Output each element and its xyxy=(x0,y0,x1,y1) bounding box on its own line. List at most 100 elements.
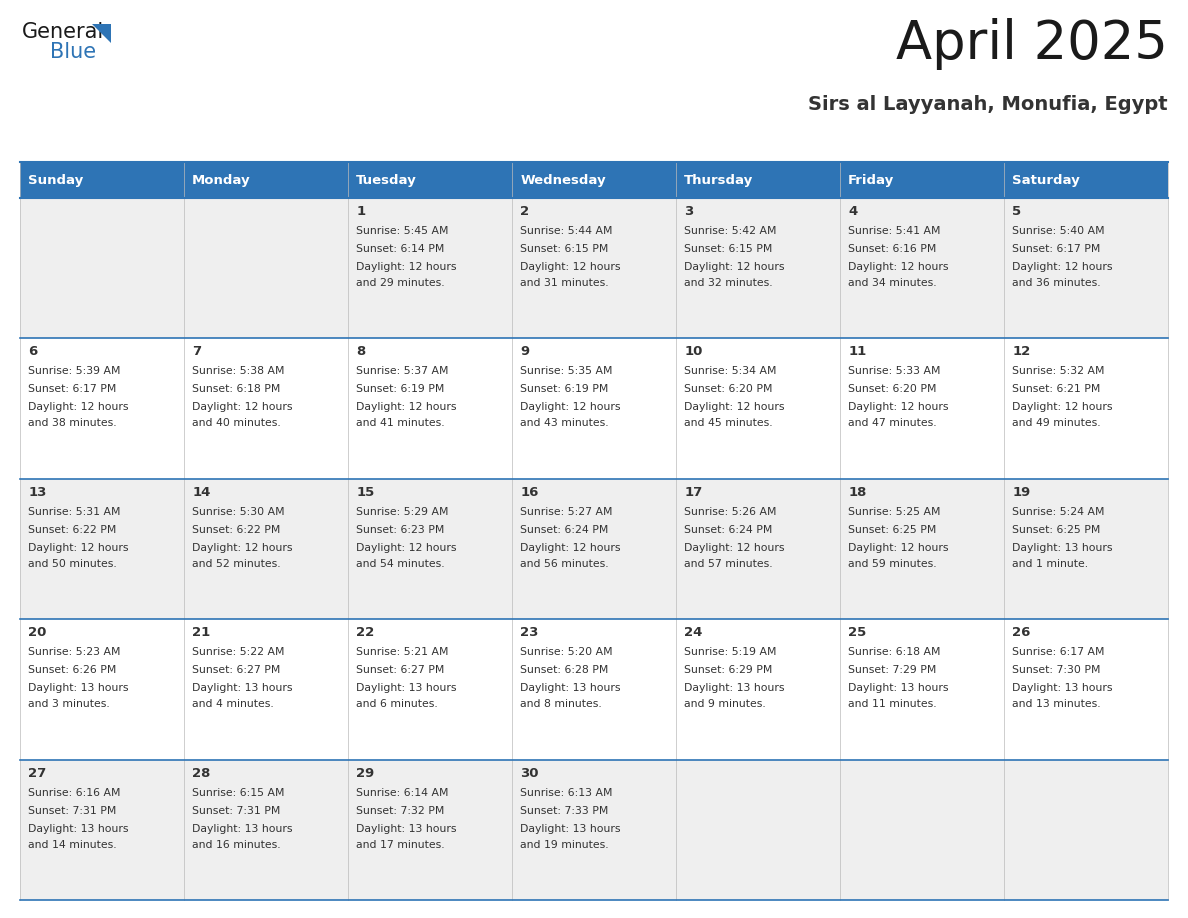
Bar xyxy=(676,479,840,620)
Bar xyxy=(184,198,348,339)
Bar xyxy=(184,759,348,900)
Text: Sunrise: 5:30 AM: Sunrise: 5:30 AM xyxy=(192,507,285,517)
Text: and 32 minutes.: and 32 minutes. xyxy=(684,278,773,288)
Bar xyxy=(1004,759,1168,900)
Text: 22: 22 xyxy=(356,626,374,639)
Bar xyxy=(840,198,1004,339)
Polygon shape xyxy=(91,24,110,43)
Text: 14: 14 xyxy=(192,486,210,498)
Text: Daylight: 12 hours: Daylight: 12 hours xyxy=(520,402,620,412)
Text: Daylight: 12 hours: Daylight: 12 hours xyxy=(356,402,456,412)
Text: 15: 15 xyxy=(356,486,374,498)
Text: Daylight: 13 hours: Daylight: 13 hours xyxy=(192,683,292,693)
Text: Sunrise: 5:19 AM: Sunrise: 5:19 AM xyxy=(684,647,777,657)
Text: Sunset: 6:24 PM: Sunset: 6:24 PM xyxy=(520,525,608,535)
Text: Sunrise: 6:14 AM: Sunrise: 6:14 AM xyxy=(356,788,449,798)
Text: and 17 minutes.: and 17 minutes. xyxy=(356,840,444,849)
Bar xyxy=(348,162,512,198)
Bar xyxy=(840,162,1004,198)
Text: Sunrise: 5:24 AM: Sunrise: 5:24 AM xyxy=(1012,507,1105,517)
Text: 3: 3 xyxy=(684,205,694,218)
Text: Sunset: 6:28 PM: Sunset: 6:28 PM xyxy=(520,666,608,676)
Text: 6: 6 xyxy=(29,345,38,358)
Text: Daylight: 12 hours: Daylight: 12 hours xyxy=(356,262,456,272)
Text: Sunset: 6:19 PM: Sunset: 6:19 PM xyxy=(356,385,444,395)
Text: Sunset: 6:16 PM: Sunset: 6:16 PM xyxy=(848,244,936,254)
Text: Sunrise: 5:39 AM: Sunrise: 5:39 AM xyxy=(29,366,121,376)
Text: Daylight: 12 hours: Daylight: 12 hours xyxy=(29,543,128,553)
Bar xyxy=(512,759,676,900)
Text: Tuesday: Tuesday xyxy=(356,174,417,186)
Bar xyxy=(20,479,184,620)
Text: Sunrise: 6:16 AM: Sunrise: 6:16 AM xyxy=(29,788,121,798)
Text: and 52 minutes.: and 52 minutes. xyxy=(192,559,280,569)
Text: Daylight: 12 hours: Daylight: 12 hours xyxy=(684,262,785,272)
Text: Sunset: 6:21 PM: Sunset: 6:21 PM xyxy=(1012,385,1100,395)
Text: Sunset: 6:23 PM: Sunset: 6:23 PM xyxy=(356,525,444,535)
Text: Sunrise: 5:25 AM: Sunrise: 5:25 AM xyxy=(848,507,941,517)
Text: Daylight: 12 hours: Daylight: 12 hours xyxy=(356,543,456,553)
Text: and 59 minutes.: and 59 minutes. xyxy=(848,559,937,569)
Text: Sunset: 6:17 PM: Sunset: 6:17 PM xyxy=(1012,244,1100,254)
Text: Daylight: 13 hours: Daylight: 13 hours xyxy=(684,683,785,693)
Text: and 4 minutes.: and 4 minutes. xyxy=(192,700,274,710)
Text: Sunset: 6:15 PM: Sunset: 6:15 PM xyxy=(520,244,608,254)
Bar xyxy=(1004,198,1168,339)
Text: Sunrise: 5:29 AM: Sunrise: 5:29 AM xyxy=(356,507,449,517)
Text: 18: 18 xyxy=(848,486,866,498)
Bar xyxy=(1004,339,1168,479)
Bar xyxy=(676,620,840,759)
Text: 21: 21 xyxy=(192,626,210,639)
Bar xyxy=(512,198,676,339)
Text: Sunrise: 5:33 AM: Sunrise: 5:33 AM xyxy=(848,366,941,376)
Text: and 50 minutes.: and 50 minutes. xyxy=(29,559,116,569)
Text: Sunset: 6:26 PM: Sunset: 6:26 PM xyxy=(29,666,116,676)
Text: Sunrise: 5:23 AM: Sunrise: 5:23 AM xyxy=(29,647,121,657)
Text: Monday: Monday xyxy=(192,174,251,186)
Text: Sunrise: 5:21 AM: Sunrise: 5:21 AM xyxy=(356,647,449,657)
Text: Sunset: 7:31 PM: Sunset: 7:31 PM xyxy=(29,806,116,815)
Text: Sunset: 7:30 PM: Sunset: 7:30 PM xyxy=(1012,666,1101,676)
Bar xyxy=(840,620,1004,759)
Text: 2: 2 xyxy=(520,205,530,218)
Text: Daylight: 13 hours: Daylight: 13 hours xyxy=(848,683,949,693)
Text: Sunset: 6:15 PM: Sunset: 6:15 PM xyxy=(684,244,772,254)
Bar xyxy=(512,479,676,620)
Text: Sunrise: 5:22 AM: Sunrise: 5:22 AM xyxy=(192,647,285,657)
Text: Daylight: 13 hours: Daylight: 13 hours xyxy=(192,823,292,834)
Text: Daylight: 12 hours: Daylight: 12 hours xyxy=(1012,402,1113,412)
Text: 8: 8 xyxy=(356,345,366,358)
Text: 10: 10 xyxy=(684,345,702,358)
Text: Sunrise: 5:34 AM: Sunrise: 5:34 AM xyxy=(684,366,777,376)
Bar xyxy=(20,162,184,198)
Text: Sunrise: 6:18 AM: Sunrise: 6:18 AM xyxy=(848,647,941,657)
Text: Sunrise: 5:35 AM: Sunrise: 5:35 AM xyxy=(520,366,613,376)
Text: Sunrise: 5:27 AM: Sunrise: 5:27 AM xyxy=(520,507,613,517)
Bar xyxy=(1004,620,1168,759)
Text: Sunset: 6:29 PM: Sunset: 6:29 PM xyxy=(684,666,772,676)
Text: and 54 minutes.: and 54 minutes. xyxy=(356,559,444,569)
Text: Sirs al Layyanah, Monufia, Egypt: Sirs al Layyanah, Monufia, Egypt xyxy=(808,95,1168,114)
Text: and 47 minutes.: and 47 minutes. xyxy=(848,419,937,429)
Text: Sunset: 6:27 PM: Sunset: 6:27 PM xyxy=(356,666,444,676)
Text: 17: 17 xyxy=(684,486,702,498)
Text: Daylight: 13 hours: Daylight: 13 hours xyxy=(356,823,456,834)
Bar xyxy=(348,339,512,479)
Bar xyxy=(676,759,840,900)
Text: 1: 1 xyxy=(356,205,366,218)
Text: Sunset: 6:17 PM: Sunset: 6:17 PM xyxy=(29,385,116,395)
Text: 28: 28 xyxy=(192,767,210,779)
Text: 4: 4 xyxy=(848,205,858,218)
Text: and 41 minutes.: and 41 minutes. xyxy=(356,419,444,429)
Text: and 56 minutes.: and 56 minutes. xyxy=(520,559,608,569)
Bar xyxy=(840,759,1004,900)
Text: and 1 minute.: and 1 minute. xyxy=(1012,559,1088,569)
Text: Sunday: Sunday xyxy=(29,174,83,186)
Text: Sunrise: 5:26 AM: Sunrise: 5:26 AM xyxy=(684,507,777,517)
Text: Sunrise: 5:41 AM: Sunrise: 5:41 AM xyxy=(848,226,941,236)
Text: Sunrise: 5:40 AM: Sunrise: 5:40 AM xyxy=(1012,226,1105,236)
Text: Sunset: 6:22 PM: Sunset: 6:22 PM xyxy=(29,525,116,535)
Text: Daylight: 13 hours: Daylight: 13 hours xyxy=(520,823,620,834)
Text: and 14 minutes.: and 14 minutes. xyxy=(29,840,116,849)
Bar xyxy=(20,198,184,339)
